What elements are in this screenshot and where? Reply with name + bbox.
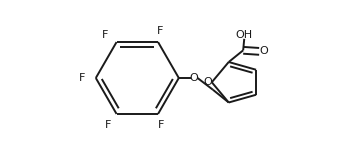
Text: F: F bbox=[79, 73, 85, 83]
Text: O: O bbox=[190, 73, 198, 83]
Text: O: O bbox=[203, 77, 212, 87]
Text: F: F bbox=[157, 26, 163, 36]
Text: F: F bbox=[157, 120, 164, 130]
Text: O: O bbox=[259, 46, 268, 56]
Text: OH: OH bbox=[236, 30, 253, 40]
Text: F: F bbox=[102, 30, 109, 40]
Text: F: F bbox=[105, 120, 112, 130]
